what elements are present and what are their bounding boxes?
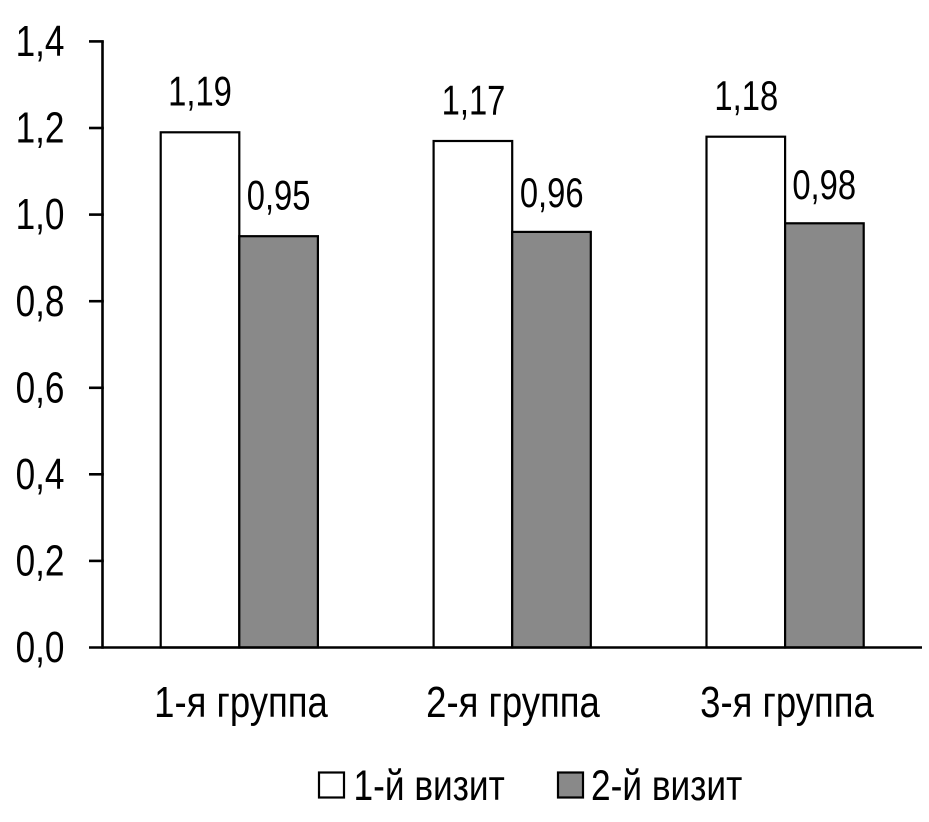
svg-text:1,4: 1,4 [16, 17, 65, 66]
svg-text:0,6: 0,6 [16, 364, 65, 413]
svg-text:0,0: 0,0 [16, 623, 65, 672]
svg-text:0,4: 0,4 [16, 450, 65, 499]
svg-text:0,96: 0,96 [520, 169, 584, 216]
svg-text:2-я группа: 2-я группа [426, 677, 600, 727]
svg-text:0,2: 0,2 [16, 537, 65, 586]
svg-text:1,17: 1,17 [442, 76, 506, 123]
svg-text:0,8: 0,8 [16, 277, 65, 326]
svg-text:1,2: 1,2 [16, 104, 65, 153]
svg-text:1,19: 1,19 [168, 67, 232, 114]
svg-text:0,98: 0,98 [792, 161, 856, 208]
svg-text:1,0: 1,0 [16, 191, 65, 240]
svg-text:0,95: 0,95 [247, 172, 311, 219]
svg-text:3-я группа: 3-я группа [700, 677, 874, 727]
svg-text:1-я группа: 1-я группа [154, 677, 328, 727]
svg-text:1,18: 1,18 [714, 72, 778, 119]
svg-text:2-й визит: 2-й визит [591, 762, 742, 810]
svg-text:1-й визит: 1-й визит [354, 762, 505, 810]
